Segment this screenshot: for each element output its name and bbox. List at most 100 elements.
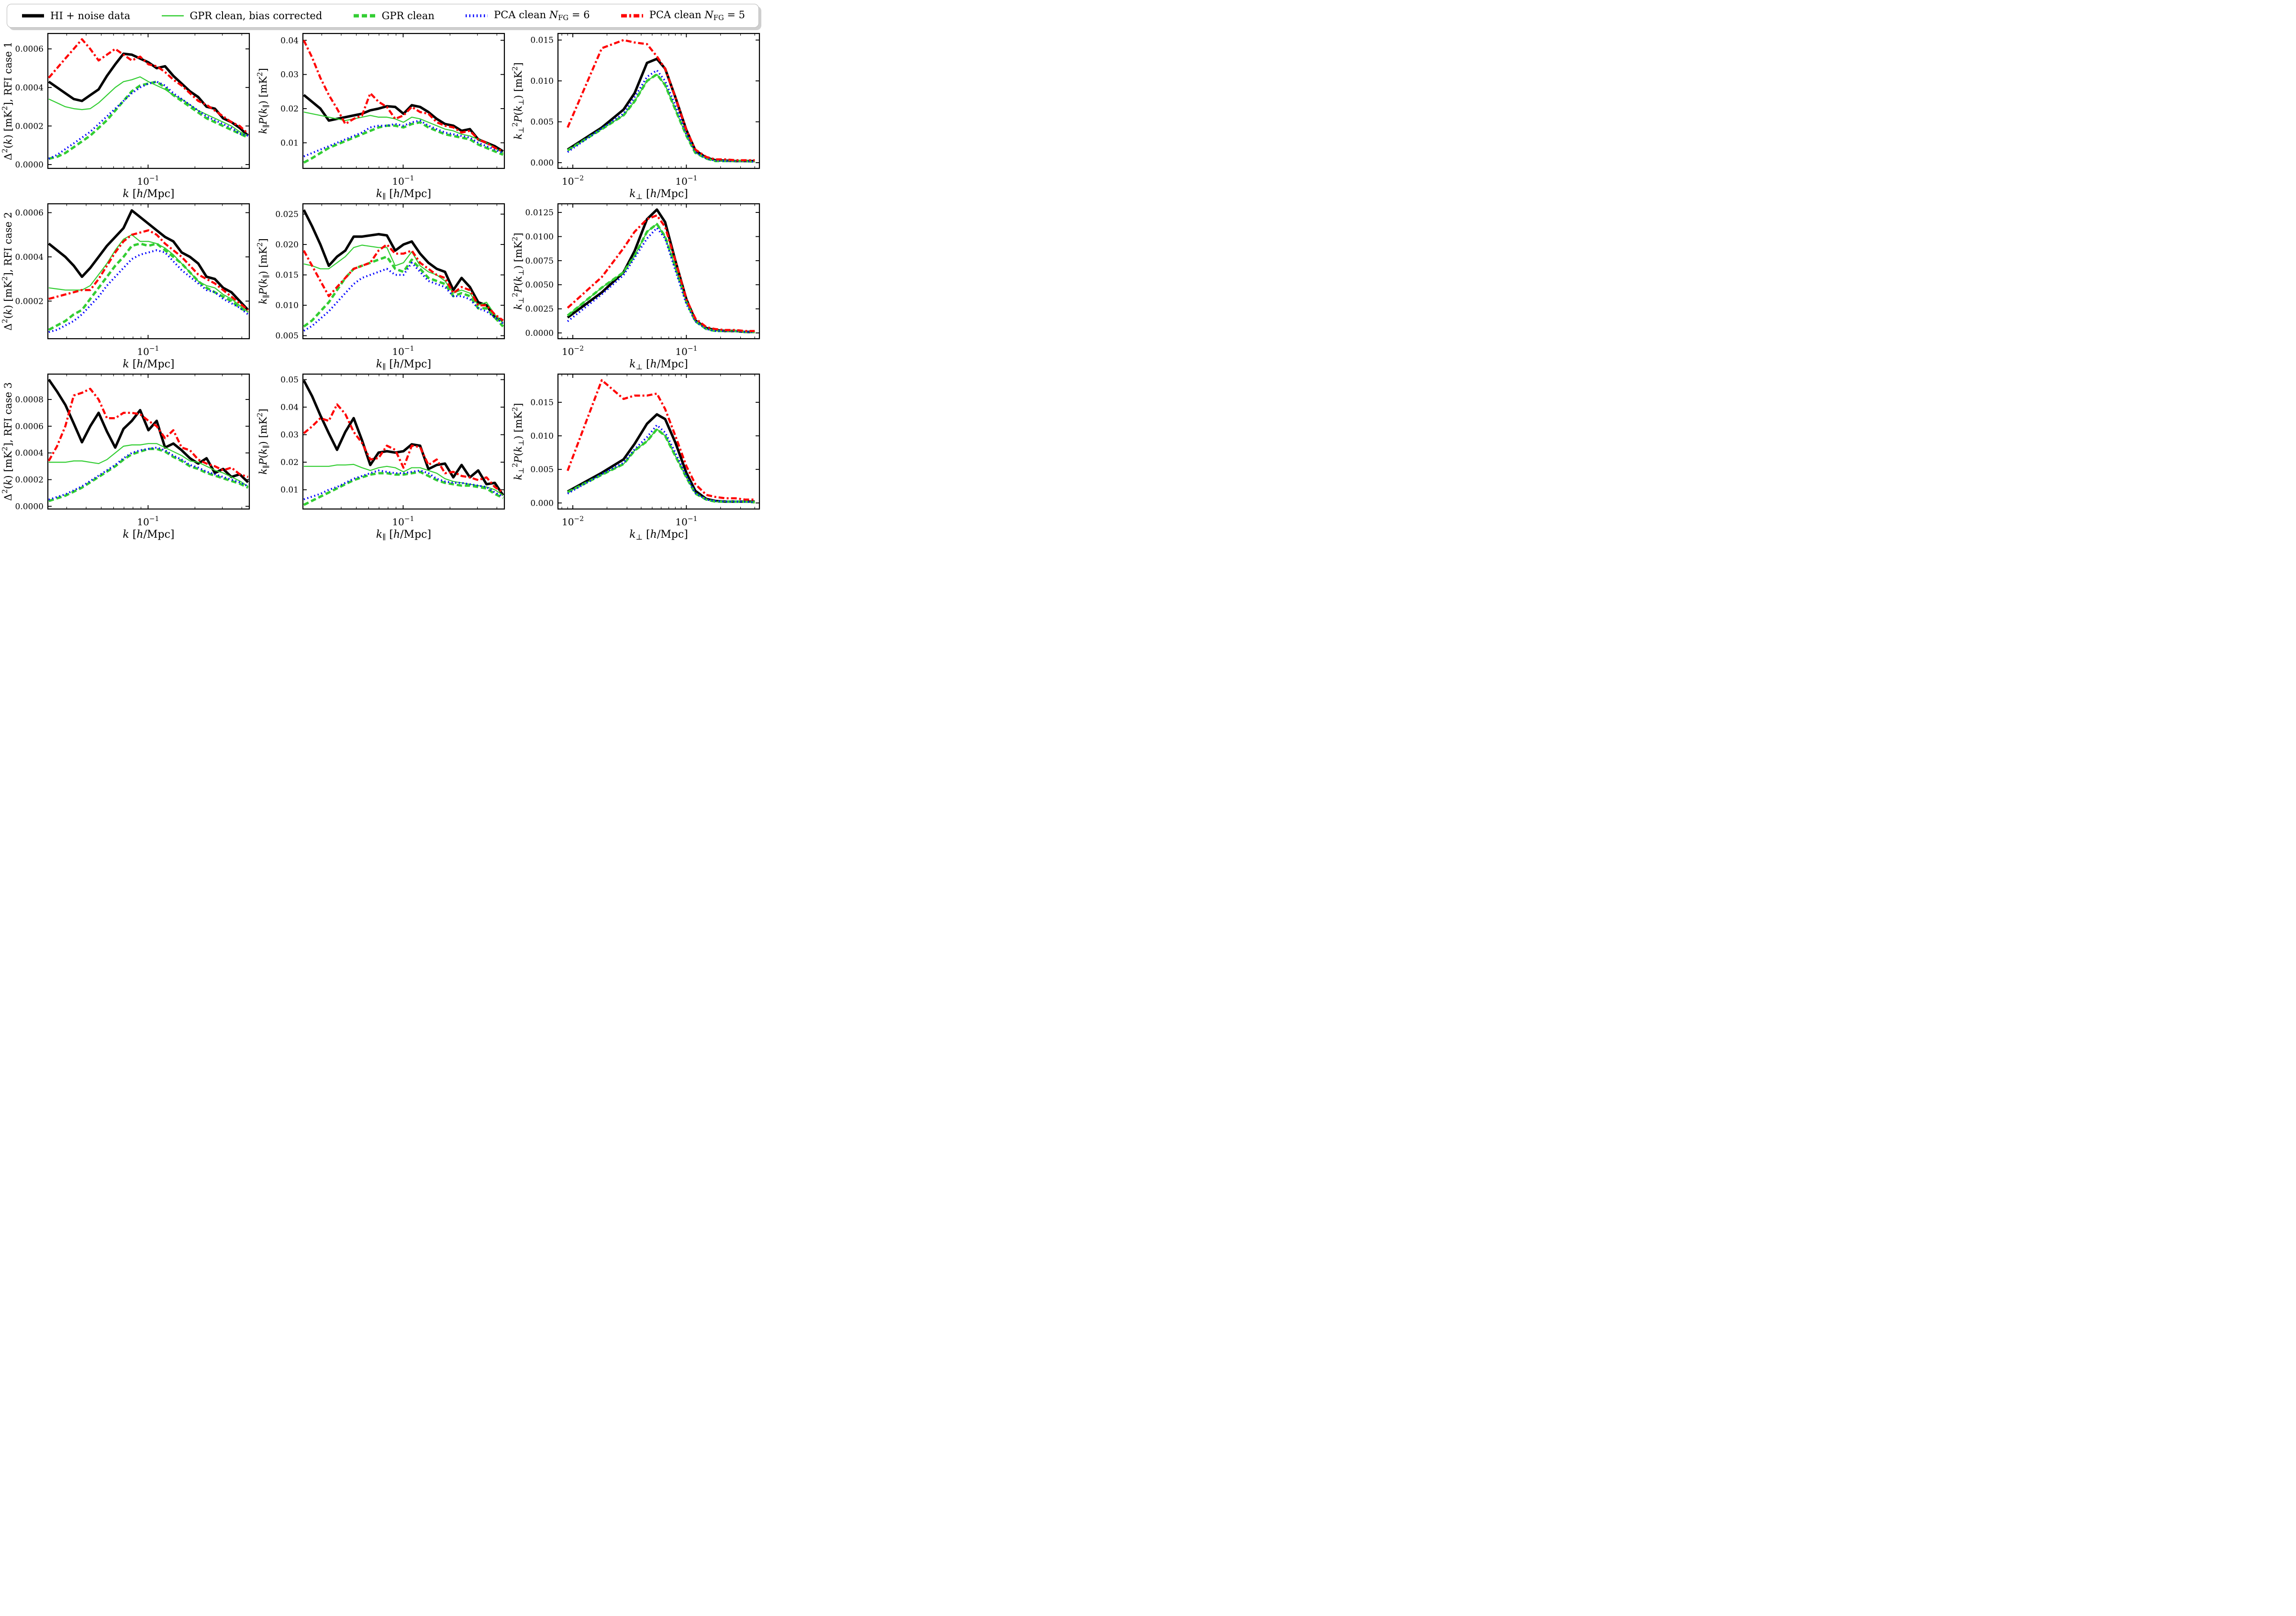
- series-pca6: [303, 262, 504, 332]
- series-pca6: [48, 446, 249, 501]
- y-tick-label: 0.02: [280, 104, 299, 114]
- y-tick-label: 0.0006: [15, 422, 44, 432]
- y-tick-label: 0.0004: [15, 253, 44, 262]
- y-tick-label: 0.04: [280, 403, 299, 412]
- y-tick-label: 0.0100: [525, 232, 554, 242]
- series-pca5: [303, 403, 504, 494]
- y-tick-label: 0.0002: [15, 297, 44, 306]
- y-tick-label: 0.01: [280, 486, 299, 495]
- y-tick-label: 0.02: [280, 458, 299, 467]
- y-tick-label: 0.0000: [15, 502, 44, 511]
- x-tick-label: 10−1: [137, 175, 159, 187]
- series-gpr_bias: [303, 111, 503, 154]
- tick-marks: [303, 33, 504, 168]
- series-pca5: [48, 38, 249, 135]
- legend: HI + noise data GPR clean, bias correcte…: [7, 4, 759, 28]
- y-tick-label: 0.015: [530, 398, 554, 408]
- x-axis-label: k⊥ [h/Mpc]: [629, 358, 688, 370]
- tick-marks: [558, 204, 759, 339]
- plot-r2c2: 0.005 0.010 0.015 0.020 0.025 10−1k∥ [h/Mpc] k…: [256, 203, 505, 371]
- series-pca6: [567, 69, 755, 163]
- series-gpr: [303, 121, 504, 164]
- y-tick-label: 0.0004: [15, 83, 44, 93]
- figure-root: HI + noise data GPR clean, bias correcte…: [0, 4, 766, 542]
- axes-frame: [302, 373, 505, 510]
- series-gpr: [303, 255, 504, 328]
- panel-r1c3: 0.000 0.005 0.010 0.015 10−2 10−1 k⊥ [h/Mpc] k⊥…: [510, 30, 765, 201]
- x-tick-label: 10−1: [675, 515, 697, 528]
- panel-r2c3: 0.0000 0.0025 0.0050 0.0075 0.0100 0.0125 10−2…: [510, 200, 765, 371]
- legend-label-text: GPR clean: [381, 10, 435, 22]
- series-gpr: [48, 80, 249, 160]
- y-tick-label: 0.015: [530, 36, 554, 45]
- legend-sample-gpr-bias: [161, 15, 184, 17]
- legend-label-var: N: [704, 9, 713, 21]
- x-tick-label: 10−2: [562, 515, 584, 528]
- y-tick-label: 0.000: [530, 158, 554, 168]
- x-axis-label: k∥ [h/Mpc]: [376, 529, 431, 541]
- legend-label-text: GPR clean, bias corrected: [189, 10, 323, 22]
- x-tick-label: 10−1: [392, 515, 414, 528]
- x-tick-label: 10−1: [392, 345, 414, 357]
- y-tick-label: 0.01: [280, 138, 299, 148]
- series-gpr_bias: [48, 443, 248, 487]
- x-tick-label: 10−2: [562, 345, 584, 357]
- panel-r2c1: 0.0002 0.0004 0.0006 10−1 k [h/Mpc] Δ2(k) [mK…: [0, 200, 255, 370]
- panel-r1c2: 0.01 0.02 0.03 0.04 10−1 k∥ [h/Mpc] k∥P(k∥) [m…: [255, 30, 510, 201]
- tick-marks: [558, 374, 759, 509]
- y-tick-label: 0.010: [275, 301, 299, 310]
- plot-r3c2: 0.01 0.02 0.03 0.04 0.05 10−1k∥ [h/Mpc] k∥P(k∥…: [256, 373, 505, 542]
- series-pca6: [303, 469, 504, 500]
- series-pca6: [48, 80, 248, 160]
- x-tick-label: 10−1: [137, 345, 159, 357]
- legend-label-text: PCA clean: [494, 9, 549, 21]
- x-tick-label: 10−1: [675, 175, 697, 187]
- tick-marks: [303, 204, 504, 339]
- series-hi_noise: [48, 378, 249, 484]
- legend-label-text: PCA clean: [649, 9, 705, 21]
- legend-label-gpr: GPR clean: [382, 10, 435, 22]
- series-pca6: [567, 424, 755, 503]
- y-tick-label: 0.0004: [15, 449, 44, 458]
- legend-label-text: = 5: [724, 9, 745, 21]
- y-tick-label: 0.020: [275, 240, 299, 250]
- y-tick-label: 0.0006: [15, 44, 44, 54]
- legend-sample-pca5: [621, 14, 643, 18]
- legend-label-sub: FG: [558, 14, 569, 22]
- legend-label-pca5: PCA clean NFG = 5: [649, 9, 745, 22]
- y-tick-label: 0.0125: [525, 208, 554, 218]
- legend-sample-hi-noise: [22, 14, 44, 18]
- y-tick-label: 0.025: [275, 210, 299, 220]
- x-tick-label: 10−1: [675, 345, 697, 357]
- panel-r3c2: 0.01 0.02 0.03 0.04 0.05 10−1 k∥ [h/Mpc] k∥P(k∥…: [255, 370, 510, 542]
- y-tick-label: 0.0025: [525, 305, 554, 314]
- y-tick-label: 0.000: [530, 498, 554, 508]
- legend-item-gpr: GPR clean: [352, 10, 435, 22]
- legend-label-text: HI + noise data: [50, 10, 131, 22]
- panel-r2c2: 0.005 0.010 0.015 0.020 0.025 10−1 k∥ [h/Mpc] k…: [255, 200, 510, 371]
- series-hi_noise: [303, 209, 504, 322]
- plot-r1c3: 0.000 0.005 0.010 0.015 10−2 10−1k⊥ [h/Mpc] k⊥…: [511, 33, 760, 201]
- y-axis-label: k∥P(k∥) [mK2]: [256, 409, 270, 475]
- y-tick-label: 0.04: [280, 36, 299, 45]
- axes-frame: [47, 203, 250, 340]
- y-axis-label: k∥P(k∥) [mK2]: [256, 238, 270, 304]
- y-axis-label: k⊥2P(k⊥) [mK2]: [511, 403, 525, 480]
- axes-frame: [557, 33, 760, 169]
- x-tick-label: 10−1: [392, 175, 414, 187]
- plot-grid: 0.0000 0.0002 0.0004 0.0006 10−1 k [h/Mpc] Δ2(…: [0, 30, 766, 542]
- panel-r1c1: 0.0000 0.0002 0.0004 0.0006 10−1 k [h/Mpc] Δ2(…: [0, 30, 255, 200]
- legend-label-text: = 6: [568, 9, 590, 21]
- y-axis-label: Δ2(k) [mK2], RFI case 2: [1, 212, 14, 331]
- plot-r2c1: 0.0002 0.0004 0.0006 10−1k [h/Mpc] Δ2(k) [mK…: [1, 203, 250, 370]
- y-axis-label: k∥P(k∥) [mK2]: [256, 68, 270, 134]
- plot-r1c1: 0.0000 0.0002 0.0004 0.0006 10−1k [h/Mpc] Δ2(…: [1, 33, 250, 200]
- x-axis-label: k⊥ [h/Mpc]: [629, 529, 688, 541]
- series-hi_noise: [48, 52, 249, 137]
- series-gpr: [303, 470, 504, 506]
- series-pca5: [567, 39, 755, 162]
- y-axis-label: Δ2(k) [mK2], RFI case 1: [1, 42, 14, 160]
- series-pca5: [567, 214, 755, 332]
- y-tick-label: 0.0075: [525, 256, 554, 266]
- series-gpr: [48, 242, 249, 331]
